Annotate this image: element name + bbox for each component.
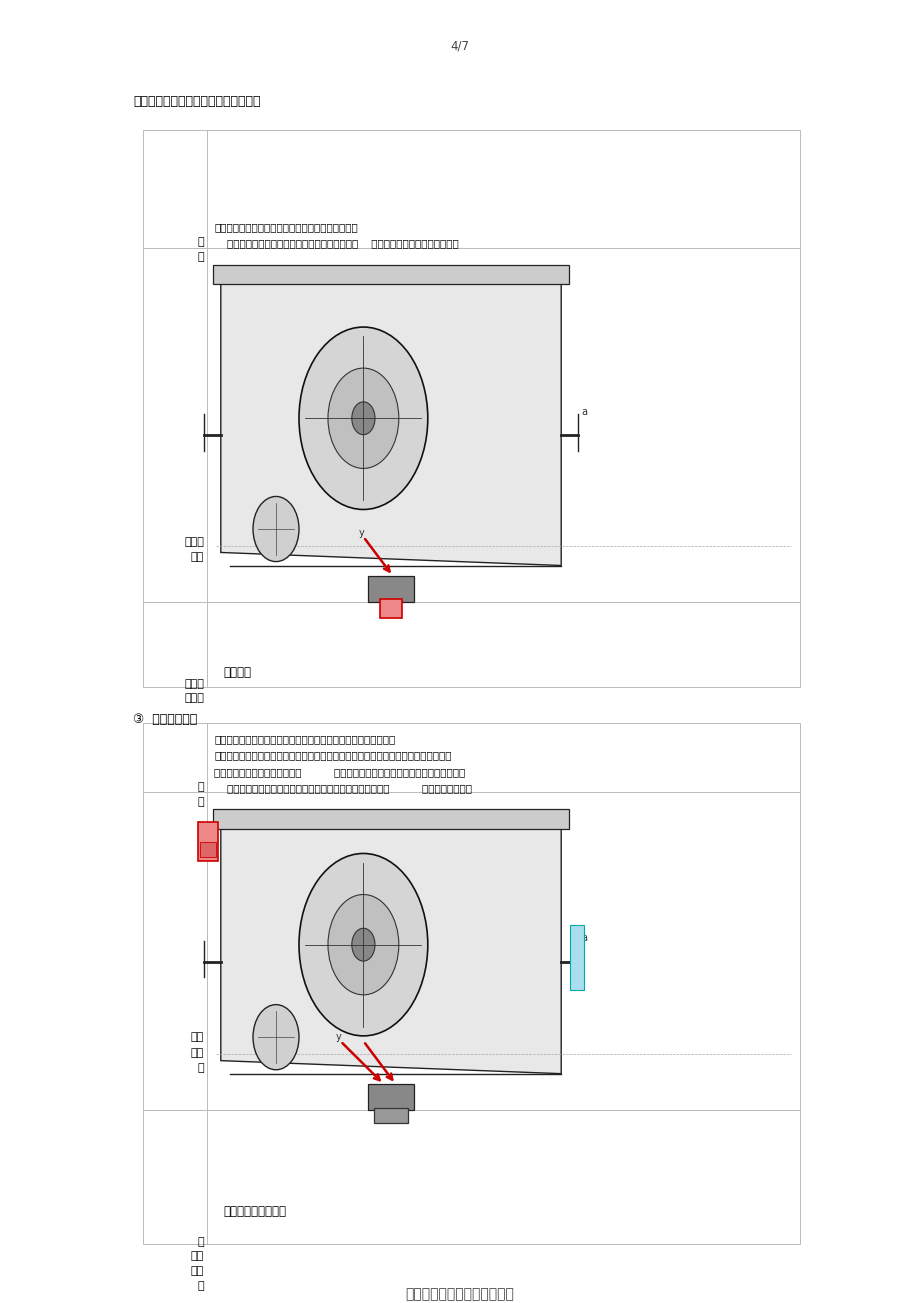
Circle shape [299, 327, 427, 509]
Text: 察齿轮的运行状况及润滑状况。          油标的作用是监督筱体内润滑油面能否在适合的: 察齿轮的运行状况及润滑状况。 油标的作用是监督筱体内润滑油面能否在适合的 [214, 766, 465, 777]
Text: 减速器工作原理及各部分构造: 减速器工作原理及各部分构造 [405, 1287, 514, 1302]
Bar [368, 1084, 414, 1110]
Text: 察看孔盖，油标组件: 察看孔盖，油标组件 [223, 1205, 286, 1218]
Circle shape [351, 401, 375, 435]
Text: 主要零
件构成: 主要零 件构成 [184, 679, 204, 702]
Text: 4/7: 4/7 [450, 39, 469, 52]
Bar [142, 130, 800, 687]
Bar [213, 265, 568, 284]
Circle shape [253, 1005, 299, 1070]
Text: a: a [581, 407, 587, 417]
Text: 说
明: 说 明 [198, 237, 204, 262]
Circle shape [328, 367, 399, 469]
Text: 高。油面过高，会增大大齿轮运行的阔力从面损失过多的传动功率。油面过低则齿轮，: 高。油面过高，会增大大齿轮运行的阔力从面损失过多的传动功率。油面过低则齿轮， [214, 751, 451, 761]
Circle shape [328, 894, 399, 995]
Circle shape [299, 853, 427, 1036]
Bar [368, 576, 414, 602]
Text: 轴承的润滑会不良，甚至不可以润滑，使减速器很快磨损和破坏。: 轴承的润滑会不良，甚至不可以润滑，使减速器很快磨损和破坏。 [214, 735, 395, 744]
Text: y: y [358, 528, 364, 538]
Bar [570, 925, 584, 990]
Circle shape [351, 928, 375, 962]
Bar [213, 809, 568, 829]
Text: 说
明: 说 明 [198, 782, 204, 807]
Polygon shape [221, 829, 561, 1074]
Text: 齿轮、螺纹及标准件的丈量及计算方法: 齿轮、螺纹及标准件的丈量及计算方法 [133, 95, 261, 108]
Bar [198, 822, 218, 861]
Bar [142, 723, 800, 1244]
Text: 筱盖上方的通气螺钉用来均衡筱体内外的气压，    使其基真相等，不然筱体内的压: 筱盖上方的通气螺钉用来均衡筱体内外的气压， 使其基真相等，不然筱体内的压 [214, 238, 459, 249]
Bar [374, 1108, 407, 1123]
Polygon shape [221, 284, 561, 566]
Text: 察看装置由筱盖上方的察看孔及筱体左下部油标组件构成。          察看孔主要用来观: 察看装置由筱盖上方的察看孔及筱体左下部油标组件构成。 察看孔主要用来观 [214, 783, 471, 794]
Text: 装配关
系图: 装配关 系图 [184, 537, 204, 563]
Text: 力过高会增添运动阻力，同时会增添润滑油的泄露。: 力过高会增添运动阻力，同时会增添润滑油的泄露。 [214, 222, 357, 232]
Text: ③  通气均衡装置: ③ 通气均衡装置 [133, 713, 198, 726]
Text: 装置
关系
图: 装置 关系 图 [191, 1032, 204, 1074]
Circle shape [253, 496, 299, 562]
Bar [199, 842, 216, 857]
Text: 通气螺钉: 通气螺钉 [223, 666, 251, 679]
Text: y: y [335, 1032, 341, 1042]
Text: 主
要零
件构
成: 主 要零 件构 成 [191, 1237, 204, 1291]
Bar [380, 599, 402, 618]
Text: a: a [581, 933, 587, 943]
